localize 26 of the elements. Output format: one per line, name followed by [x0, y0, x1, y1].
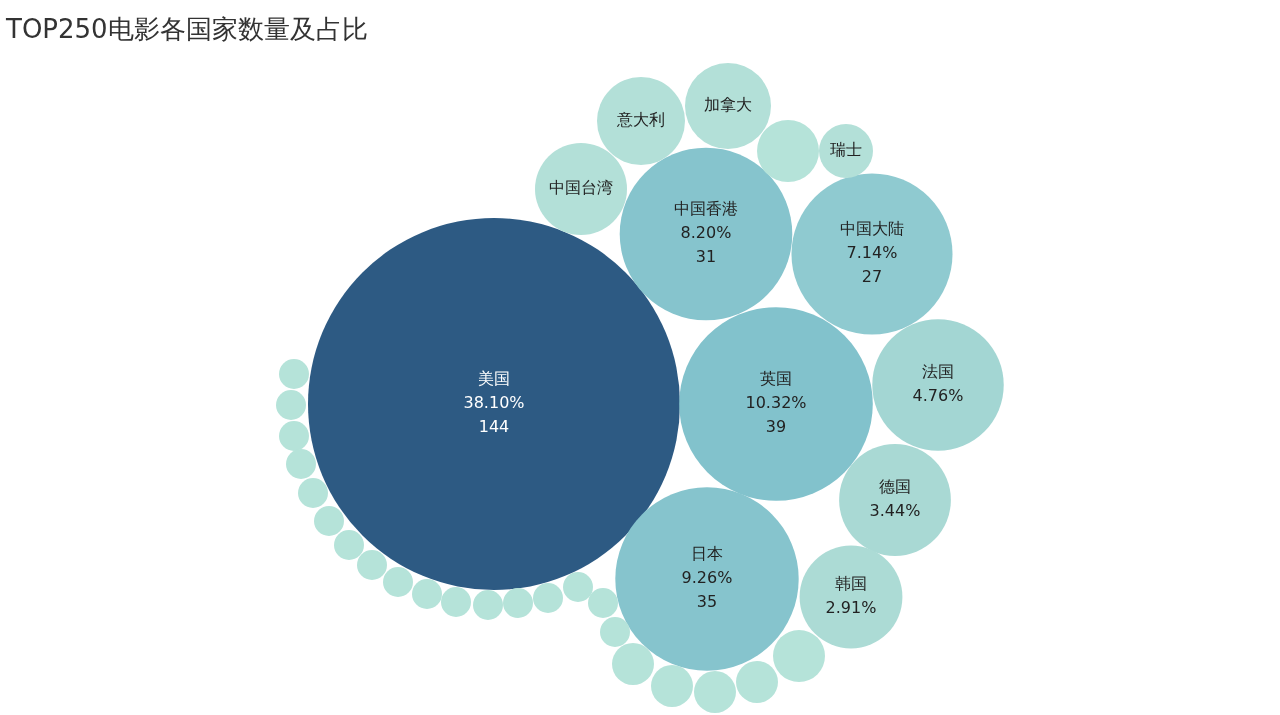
- category-label: 中国大陆: [840, 219, 904, 239]
- text: TOP250电影各国家数量及占比: [6, 13, 368, 46]
- text: 35: [696, 592, 718, 612]
- data-label: 10.32%: [745, 393, 807, 413]
- data-label: 3.44%: [869, 501, 921, 521]
- text: 39: [765, 417, 787, 437]
- category-label: 中国台湾: [549, 178, 613, 198]
- data-label: 9.26%: [681, 568, 733, 588]
- category-label: 英国: [760, 369, 792, 389]
- category-label: 韩国: [835, 574, 867, 594]
- category-label: 德国: [879, 477, 911, 497]
- data-label: 38.10%: [463, 393, 525, 413]
- category-label: 中国香港: [674, 199, 738, 219]
- category-label: 加拿大: [704, 95, 752, 115]
- category-label: 日本: [691, 544, 723, 564]
- text: 31: [695, 247, 717, 267]
- data-label: 8.20%: [680, 223, 732, 243]
- category-label: 瑞士: [830, 140, 862, 160]
- text: 27: [861, 267, 883, 287]
- category-label: 法国: [922, 362, 954, 382]
- data-label: 2.91%: [825, 598, 877, 618]
- category-label: 意大利: [616, 110, 665, 130]
- data-label: 4.76%: [912, 386, 964, 406]
- data-label: 7.14%: [846, 243, 898, 263]
- text: 144: [478, 417, 510, 437]
- category-label: 美国: [478, 369, 510, 389]
